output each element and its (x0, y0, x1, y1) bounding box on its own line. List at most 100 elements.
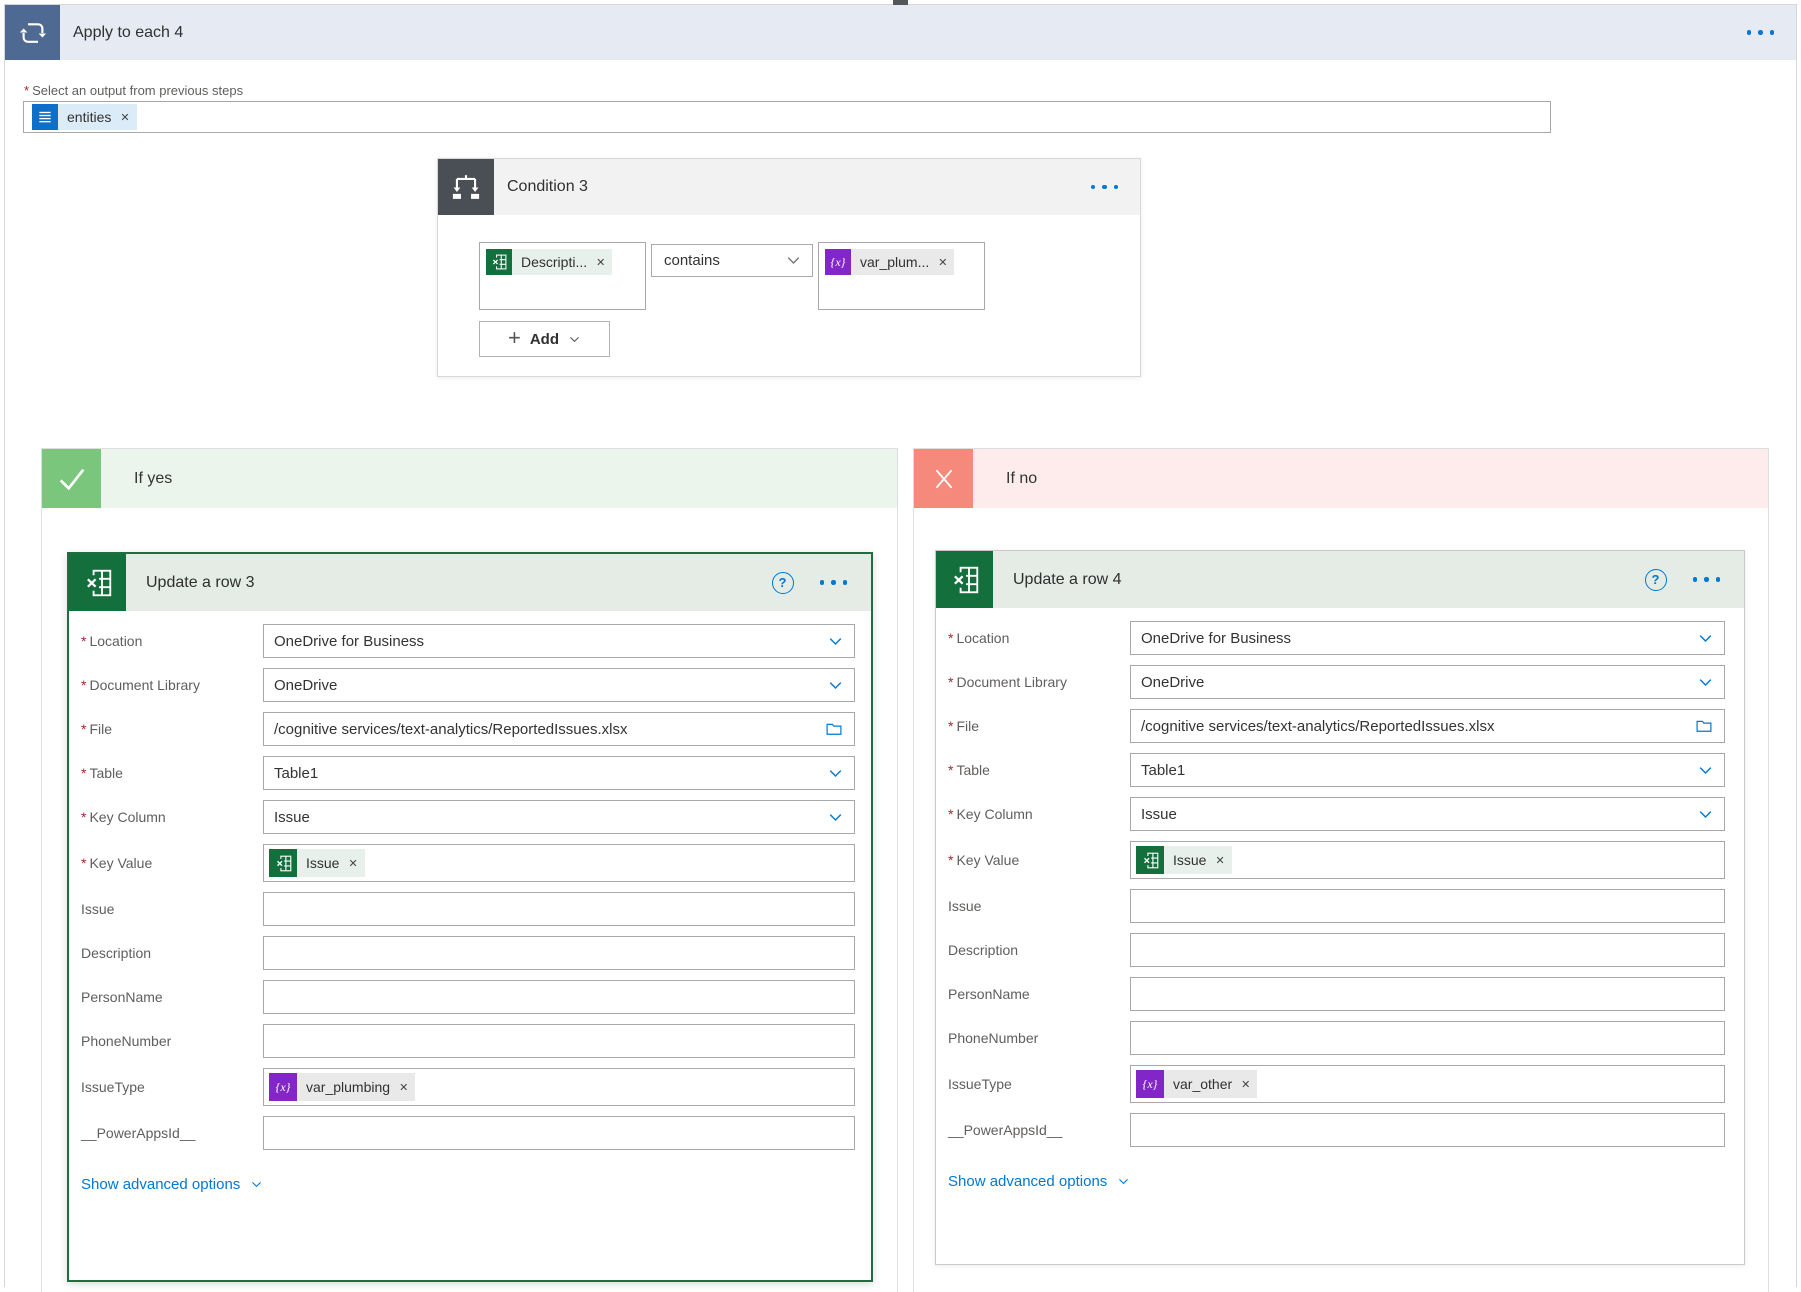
help-icon[interactable]: ? (1644, 568, 1667, 591)
card-header[interactable]: Update a row 4 ? (936, 551, 1744, 608)
apply-to-each-menu-icon[interactable] (1746, 5, 1774, 60)
field-row-phonenumber: PhoneNumber (936, 1021, 1744, 1055)
required-marker: * (81, 677, 87, 693)
variable-token[interactable]: {x} var_plum... ✕ (825, 249, 955, 275)
phonenumber-input[interactable] (263, 1024, 855, 1058)
file-input[interactable]: /cognitive services/text-analytics/Repor… (1130, 709, 1725, 743)
issuetype-input[interactable]: {x} var_other ✕ (1130, 1065, 1725, 1103)
table-dropdown[interactable]: Table1 (263, 756, 855, 790)
chevron-down-icon (827, 677, 844, 694)
remove-token-icon[interactable]: ✕ (399, 1081, 409, 1094)
variable-token[interactable]: {x} var_other ✕ (1136, 1070, 1258, 1098)
phonenumber-input[interactable] (1130, 1021, 1725, 1055)
condition-operand-right[interactable]: {x} var_plum... ✕ (818, 242, 985, 310)
update-row-4-card: Update a row 4 ? * Location OneDrive for … (935, 550, 1745, 1265)
add-condition-button[interactable]: + Add (479, 321, 610, 357)
select-output-input[interactable]: entities ✕ (23, 101, 1551, 133)
token-label: var_plumbing (306, 1079, 391, 1095)
required-marker: * (81, 809, 87, 825)
key-column-dropdown[interactable]: Issue (1130, 797, 1725, 831)
description-input[interactable] (263, 936, 855, 970)
condition-operand-left[interactable]: Descripti... ✕ (479, 242, 646, 310)
field-row-issuetype: IssueType {x} var_other ✕ (936, 1065, 1744, 1103)
personname-input[interactable] (263, 980, 855, 1014)
powerappsid-input[interactable] (1130, 1113, 1725, 1147)
select-output-label: * Select an output from previous steps (24, 83, 244, 98)
condition-card: Condition 3 Descripti... ✕ contains {x} v… (437, 158, 1141, 377)
card-menu-icon[interactable] (1692, 577, 1720, 582)
field-row-table: * Table Table1 (69, 756, 871, 790)
required-marker: * (948, 674, 954, 690)
field-row-description: Description (936, 933, 1744, 967)
required-marker: * (24, 83, 30, 98)
apply-to-each-header[interactable]: Apply to each 4 (5, 5, 1796, 60)
folder-icon[interactable] (1694, 717, 1714, 735)
key-value-input[interactable]: Issue ✕ (263, 844, 855, 882)
required-marker: * (81, 765, 87, 781)
personname-input[interactable] (1130, 977, 1725, 1011)
condition-operator-dropdown[interactable]: contains (651, 244, 813, 277)
remove-token-icon[interactable]: ✕ (348, 857, 358, 870)
location-dropdown[interactable]: OneDrive for Business (1130, 621, 1725, 655)
remove-token-icon[interactable]: ✕ (1241, 1078, 1251, 1091)
field-row-file: * File /cognitive services/text-analytics… (936, 709, 1744, 743)
folder-icon[interactable] (824, 720, 844, 738)
key-column-dropdown[interactable]: Issue (263, 800, 855, 834)
file-input[interactable]: /cognitive services/text-analytics/Repor… (263, 712, 855, 746)
token-label: Issue (1173, 852, 1207, 868)
table-dropdown[interactable]: Table1 (1130, 753, 1725, 787)
key-value-input[interactable]: Issue ✕ (1130, 841, 1725, 879)
if-yes-header: If yes (42, 449, 897, 508)
excel-column-token[interactable]: Descripti... ✕ (486, 249, 613, 275)
excel-icon (936, 551, 993, 608)
card-menu-icon[interactable] (819, 580, 847, 585)
remove-token-icon[interactable]: ✕ (1215, 854, 1225, 867)
field-row-description: Description (69, 936, 871, 970)
if-yes-label: If yes (101, 449, 897, 508)
fx-curly-braces-icon: {x} (1136, 1070, 1164, 1098)
excel-icon (69, 554, 126, 611)
excel-column-token[interactable]: Issue ✕ (269, 849, 365, 877)
document-library-dropdown[interactable]: OneDrive (1130, 665, 1725, 699)
connector-arrow (893, 0, 908, 5)
issuetype-input[interactable]: {x} var_plumbing ✕ (263, 1068, 855, 1106)
required-marker: * (948, 718, 954, 734)
field-row-powerappsid: __PowerAppsId__ (936, 1113, 1744, 1147)
operator-value: contains (664, 252, 720, 269)
variable-token[interactable]: {x} var_plumbing ✕ (269, 1073, 416, 1101)
show-advanced-options-link[interactable]: Show advanced options (948, 1173, 1130, 1190)
branch-icon (438, 159, 494, 215)
excel-column-token[interactable]: Issue ✕ (1136, 846, 1232, 874)
card-title: Update a row 4 (993, 551, 1744, 608)
location-dropdown[interactable]: OneDrive for Business (263, 624, 855, 658)
chevron-down-icon (250, 1178, 263, 1191)
remove-token-icon[interactable]: ✕ (596, 256, 606, 269)
issue-input[interactable] (1130, 889, 1725, 923)
if-no-header: If no (914, 449, 1768, 508)
checkmark-icon (42, 449, 101, 508)
condition-menu-icon[interactable] (1090, 159, 1118, 215)
required-marker: * (948, 806, 954, 822)
card-header[interactable]: Update a row 3 ? (69, 554, 871, 611)
powerappsid-input[interactable] (263, 1116, 855, 1150)
x-icon (914, 449, 973, 508)
apply-to-each-scope: Apply to each 4 * Select an output from p… (4, 4, 1797, 1292)
required-marker: * (948, 630, 954, 646)
field-row-powerappsid: __PowerAppsId__ (69, 1116, 871, 1150)
entities-token[interactable]: entities ✕ (32, 104, 137, 130)
required-marker: * (948, 762, 954, 778)
show-advanced-options-link[interactable]: Show advanced options (81, 1176, 263, 1193)
card-title: Update a row 3 (126, 554, 871, 611)
field-row-phonenumber: PhoneNumber (69, 1024, 871, 1058)
condition-header[interactable]: Condition 3 (438, 159, 1140, 215)
description-input[interactable] (1130, 933, 1725, 967)
remove-token-icon[interactable]: ✕ (120, 111, 130, 124)
chevron-down-icon (568, 333, 581, 346)
help-icon[interactable]: ? (771, 571, 794, 594)
excel-icon (486, 249, 512, 275)
issue-input[interactable] (263, 892, 855, 926)
remove-token-icon[interactable]: ✕ (938, 256, 948, 269)
condition-title: Condition 3 (507, 178, 588, 195)
document-library-dropdown[interactable]: OneDrive (263, 668, 855, 702)
field-row-key-value: * Key Value Issue ✕ (69, 844, 871, 882)
